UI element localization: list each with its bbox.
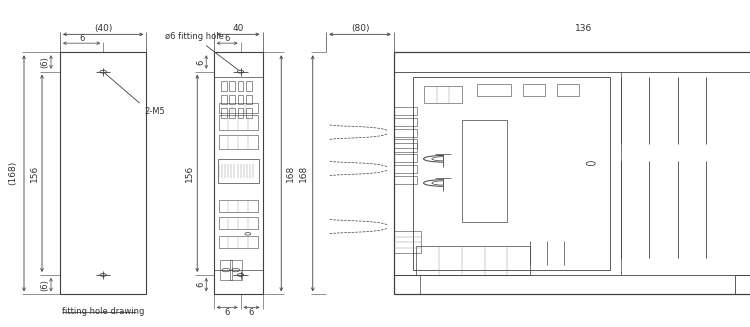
- Text: (40): (40): [94, 24, 112, 33]
- Bar: [394, 143, 417, 151]
- Text: 168: 168: [286, 165, 295, 182]
- Bar: [230, 81, 236, 91]
- Text: ø6 fitting hole: ø6 fitting hole: [165, 32, 238, 70]
- Text: (168): (168): [8, 161, 17, 185]
- Text: (6): (6): [40, 279, 50, 291]
- Bar: [238, 95, 244, 104]
- Bar: [246, 108, 252, 118]
- Bar: [394, 52, 750, 294]
- Text: 40: 40: [232, 24, 244, 33]
- Bar: [394, 165, 417, 173]
- Text: 6: 6: [224, 308, 230, 318]
- Bar: [221, 95, 227, 104]
- Bar: [230, 260, 242, 280]
- Bar: [416, 246, 530, 275]
- Text: 156: 156: [185, 165, 194, 182]
- Text: 6: 6: [224, 34, 230, 43]
- Text: 168: 168: [299, 165, 308, 182]
- Bar: [238, 108, 244, 118]
- Bar: [219, 103, 258, 113]
- Bar: [394, 139, 417, 148]
- Text: 6: 6: [196, 59, 206, 65]
- Bar: [523, 84, 545, 96]
- Bar: [230, 95, 236, 104]
- Bar: [424, 86, 462, 103]
- Bar: [221, 108, 227, 118]
- Bar: [394, 118, 417, 126]
- Bar: [219, 135, 258, 149]
- Bar: [477, 84, 512, 96]
- Text: 6: 6: [249, 308, 254, 318]
- Bar: [221, 81, 227, 91]
- Bar: [219, 200, 258, 212]
- Text: 6: 6: [79, 34, 84, 43]
- Bar: [219, 236, 258, 248]
- Text: (6): (6): [40, 56, 50, 68]
- Text: 6: 6: [196, 282, 206, 287]
- Text: 2-M5: 2-M5: [105, 74, 165, 116]
- Bar: [238, 81, 244, 91]
- Bar: [394, 232, 422, 253]
- Text: fitting hole drawing: fitting hole drawing: [62, 307, 145, 316]
- Bar: [217, 159, 259, 183]
- Bar: [230, 108, 236, 118]
- Bar: [246, 81, 252, 91]
- Bar: [214, 52, 262, 294]
- Bar: [394, 129, 417, 137]
- Bar: [394, 176, 417, 184]
- Bar: [220, 260, 232, 280]
- Bar: [60, 52, 146, 294]
- Bar: [462, 120, 507, 222]
- Text: (80): (80): [351, 24, 369, 33]
- Bar: [219, 217, 258, 229]
- Bar: [413, 77, 610, 270]
- Text: 136: 136: [574, 24, 592, 33]
- Bar: [219, 115, 258, 130]
- Bar: [394, 107, 417, 115]
- Text: 156: 156: [30, 165, 39, 182]
- Bar: [394, 154, 417, 163]
- Bar: [246, 95, 252, 104]
- Bar: [556, 84, 579, 96]
